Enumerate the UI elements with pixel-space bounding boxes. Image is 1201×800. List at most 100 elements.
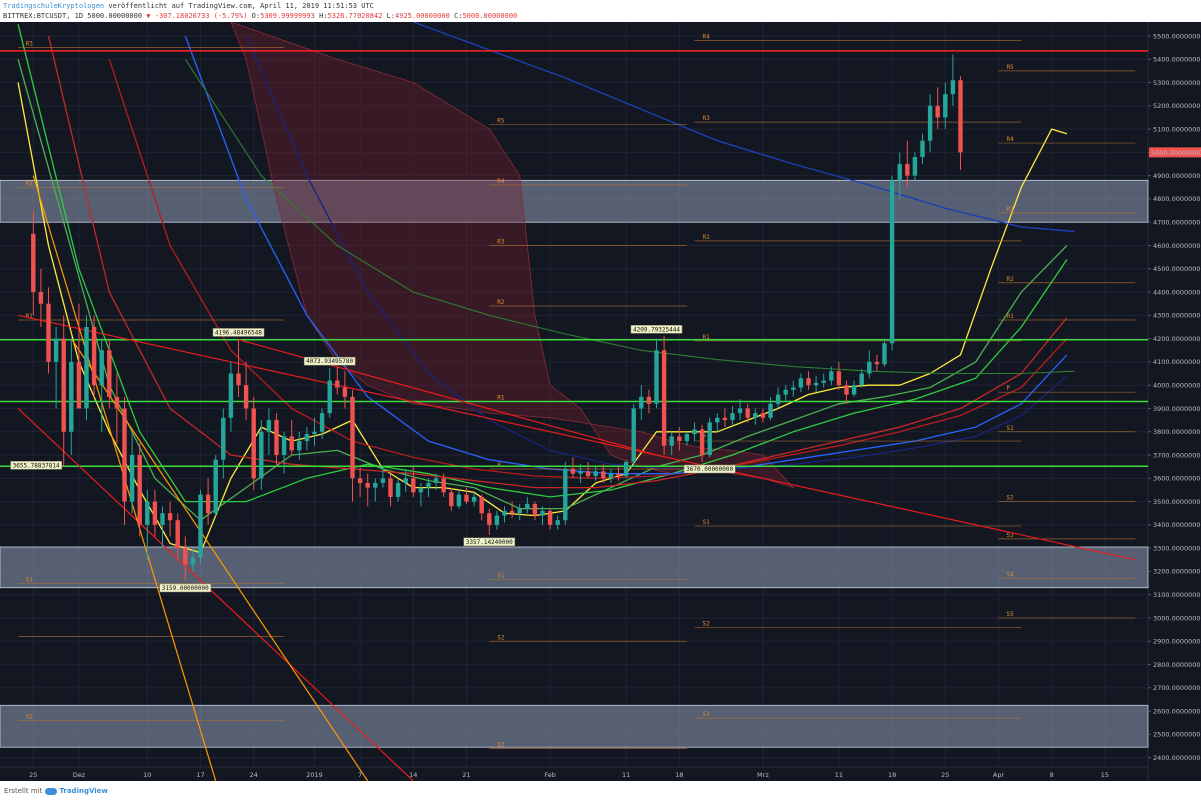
candle-body [813, 382, 819, 386]
candle-body [76, 361, 82, 409]
candle-body [540, 510, 545, 516]
pivot-label: R4 [1007, 136, 1015, 143]
candle-body [479, 496, 484, 514]
candle-body [312, 431, 317, 435]
candle-body [289, 436, 294, 451]
candle-body [570, 469, 576, 474]
candle-body [958, 80, 963, 153]
price-tick-label: 3700.00000000 [1153, 451, 1201, 459]
moving-average-line [413, 22, 1075, 233]
pivot-label: S2 [497, 634, 505, 641]
price-axis[interactable]: 2400.00000000 2500.00000000 2600.00000000 2… [1148, 32, 1201, 762]
pivot-label: S5 [1007, 611, 1015, 618]
ohlc-low: 4925.00000000 [395, 12, 450, 20]
author-link[interactable]: TradingschuleKryptologen [3, 2, 105, 10]
candle-body [760, 413, 766, 418]
price-tick-label: 5300.00000000 [1153, 79, 1201, 87]
price-tick-label: 2900.00000000 [1153, 638, 1201, 646]
horizontal-lines[interactable] [0, 50, 1148, 467]
candle-body [122, 408, 127, 502]
price-tick-label: 4900.00000000 [1153, 172, 1201, 180]
candle-body [259, 431, 264, 479]
candle-body [213, 459, 218, 514]
price-tick-label: 2700.00000000 [1153, 684, 1201, 692]
moving-average-line [184, 58, 1075, 375]
candle-body [183, 548, 188, 565]
price-tick-label: 3300.00000000 [1153, 544, 1201, 552]
made-with-text: Erstellt mit [4, 787, 43, 795]
candle-body [441, 478, 446, 493]
candle-body [266, 420, 272, 432]
candle-body [950, 80, 956, 95]
publish-info: TradingschuleKryptologen veröffentlicht … [3, 2, 374, 11]
candle-body [730, 413, 735, 421]
pivot-label: R2 [1007, 276, 1015, 283]
callout-label: 4196.48496548 [215, 329, 262, 336]
ohlc-close: 5000.00000000 [462, 12, 518, 20]
candle-body [874, 361, 880, 365]
tradingview-brand[interactable]: TradingView [59, 787, 108, 795]
pivot-label: P [703, 434, 707, 441]
candle-body [585, 471, 591, 476]
callout-box [10, 461, 62, 470]
time-tick-label: 8 [1050, 771, 1054, 779]
candle-body [91, 326, 97, 386]
callout-label: 3655.78837814 [13, 462, 60, 469]
candle-body [426, 482, 431, 488]
candle-body [912, 157, 918, 176]
chart-footer: Erstellt mit TradingView [0, 782, 1201, 800]
candle-body [335, 380, 340, 388]
time-tick-label: 25 [29, 771, 37, 779]
candle-body [274, 420, 279, 456]
candle-body [107, 350, 112, 397]
candle-body [715, 417, 720, 423]
candle-body [707, 422, 712, 456]
time-tick-label: Apr [993, 771, 1005, 779]
time-tick-label: Feb [544, 771, 556, 779]
price-tick-label: 4100.00000000 [1153, 358, 1201, 366]
price-chart[interactable]: R3 R2 R1 S1 S1 S2 R5 R4 R3 R2 R1 P S1 S2 S3 R4 R3 R2 R1 P S1… [0, 22, 1201, 781]
candle-body [768, 403, 773, 418]
pivot-label: S1 [497, 573, 505, 580]
pivot-label: R3 [703, 115, 711, 122]
pivot-label: R3 [1007, 206, 1015, 213]
tradingview-logo-icon [45, 787, 58, 795]
ohlc-open: 5309.99999993 [260, 12, 315, 20]
candle-body [167, 513, 173, 521]
candle-body [547, 510, 553, 525]
pivot-label: R1 [703, 334, 711, 341]
candle-body [53, 338, 59, 362]
candle-body [677, 436, 682, 442]
pivot-label: S3 [703, 711, 711, 718]
pivot-label: S3 [497, 741, 505, 748]
pivot-label: R1 [497, 394, 505, 401]
candle-body [350, 396, 355, 479]
candle-body [509, 510, 515, 514]
candle-body [145, 501, 150, 525]
candle-body [221, 417, 226, 460]
pivot-label: R5 [1007, 64, 1015, 71]
candle-body [829, 371, 834, 381]
candle-body [897, 164, 902, 181]
candle-body [471, 496, 477, 502]
price-tick-label: 4400.00000000 [1153, 288, 1201, 296]
price-tick-label: 4700.00000000 [1153, 219, 1201, 227]
candle-body [927, 105, 933, 141]
pivot-label: S3 [1007, 532, 1015, 539]
time-tick-label: 17 [196, 771, 204, 779]
pivot-label: S1 [703, 519, 711, 526]
time-tick-label: 25 [941, 771, 949, 779]
callout-label: 3357.14240000 [466, 539, 513, 546]
candle-body [669, 436, 674, 446]
candles [31, 54, 963, 581]
price-tick-label: 2600.00000000 [1153, 707, 1201, 715]
made-with: Erstellt mit TradingView [4, 787, 108, 795]
candle-body [464, 494, 469, 502]
candle-body [205, 494, 211, 514]
time-axis[interactable]: 25 Dez 10 17 24 2019 7 14 21 Feb 11 18 Mrz 11 18 25 Apr 8… [29, 771, 1109, 779]
pivot-label: S1 [26, 577, 34, 584]
time-tick-label: 21 [462, 771, 470, 779]
candle-body [851, 385, 857, 395]
pivot-label: S4 [1007, 571, 1015, 578]
time-tick-label: 18 [888, 771, 896, 779]
